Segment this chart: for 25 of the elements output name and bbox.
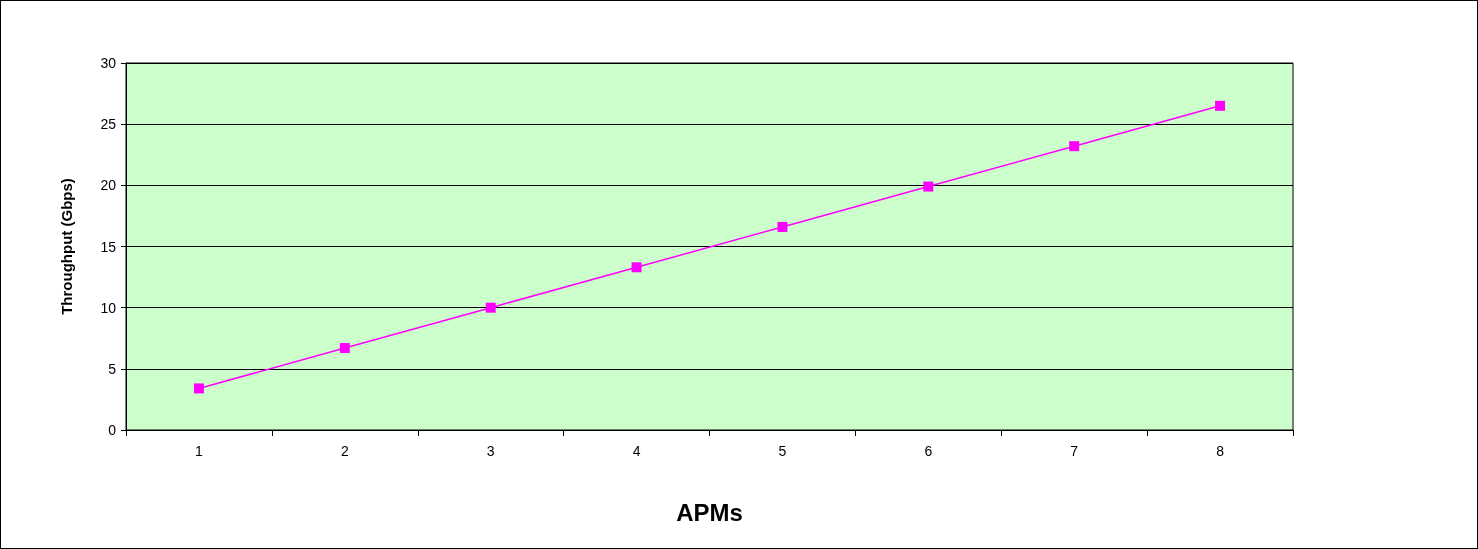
point [339,343,350,354]
point [631,262,642,273]
point [1215,100,1226,111]
x-tick-label: 8 [1216,443,1225,459]
y-tick-label: 25 [100,116,117,133]
y-tick-label: 15 [100,238,117,255]
point [193,383,204,394]
y-axis-title: Throughput (Gbps) [58,178,75,315]
y-tick-label: 30 [100,55,117,71]
y-tick-label: 20 [100,177,117,194]
x-tick-label: 4 [632,443,641,459]
y-tick-label: 0 [108,422,117,438]
y-tick-label: 10 [100,299,117,316]
x-axis-title: APMs [676,498,743,526]
x-tick-label: 5 [778,443,787,459]
y-tick-label: 5 [108,360,117,377]
x-tick-label: 1 [195,443,204,459]
x-tick-label: 3 [486,443,495,459]
point [1069,141,1080,152]
point [923,181,934,192]
x-tick-label: 7 [1070,443,1079,459]
point [485,302,496,313]
x-tick-label: 2 [340,443,349,459]
x-tick-label: 6 [924,443,933,459]
point [777,221,788,232]
